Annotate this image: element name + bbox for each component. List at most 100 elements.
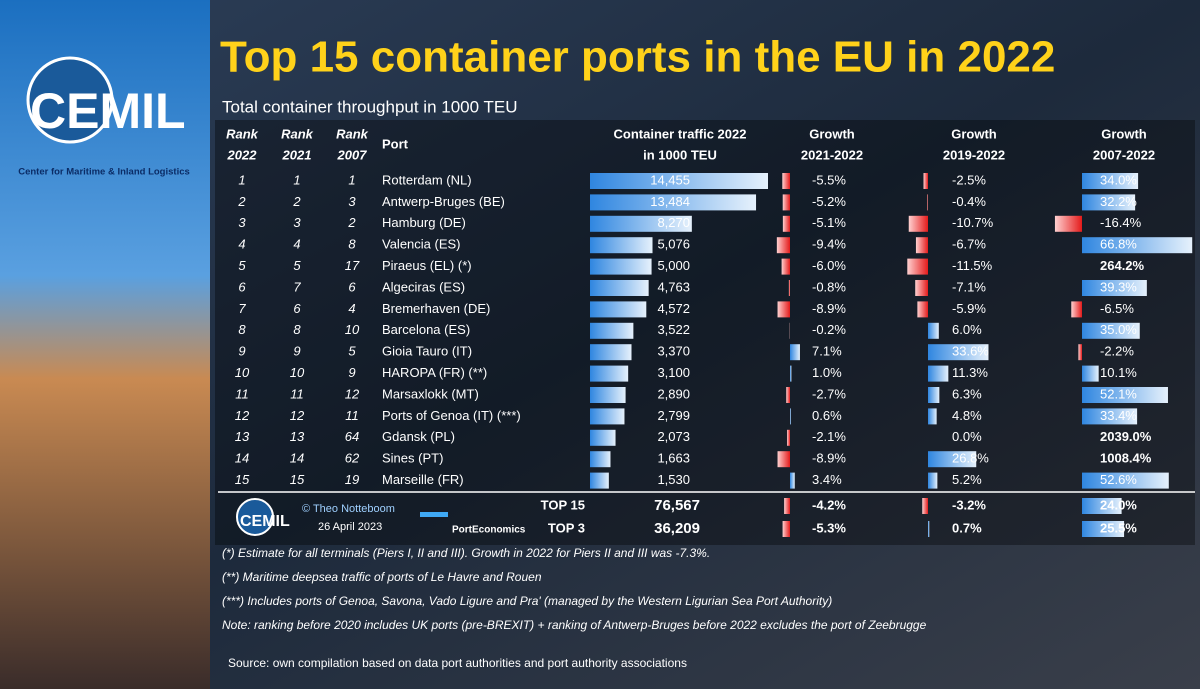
column-header: Growth: [951, 126, 997, 141]
rank: 4: [238, 237, 245, 252]
rank: 14: [290, 451, 304, 466]
total-traffic: 36,209: [654, 520, 700, 537]
negative-bar: [917, 301, 928, 317]
growth-value: 1.0%: [812, 365, 842, 380]
total-growth: -3.2%: [952, 497, 986, 512]
rank: 5: [293, 258, 301, 273]
rank: 5: [348, 344, 356, 359]
rank: 13: [235, 429, 250, 444]
growth-value: 4.8%: [952, 408, 982, 423]
traffic-bar: [590, 408, 624, 424]
total-growth: 24.0%: [1100, 497, 1137, 512]
growth-value: 7.1%: [812, 344, 842, 359]
negative-bar: [783, 216, 790, 232]
rank: 12: [345, 386, 360, 401]
logo-caption: Center for Maritime & Inland Logistics: [18, 167, 190, 178]
growth-value: 66.8%: [1100, 237, 1137, 252]
positive-bar: [790, 408, 791, 424]
negative-bar: [927, 194, 928, 210]
traffic-value: 4,763: [657, 279, 690, 294]
rank: 8: [348, 237, 356, 252]
traffic-value: 1,663: [657, 451, 690, 466]
growth-value: -10.7%: [952, 215, 994, 230]
negative-bar: [783, 521, 790, 537]
author: © Theo Notteboom: [302, 503, 395, 515]
date: 26 April 2023: [318, 521, 382, 533]
total-label: TOP 3: [548, 520, 585, 535]
rank: 1: [348, 172, 355, 187]
growth-value: 11.3%: [952, 365, 988, 380]
rank: 11: [290, 386, 304, 401]
brand-mark: [420, 512, 448, 517]
growth-value: 0.0%: [952, 429, 982, 444]
rank: 12: [290, 408, 305, 423]
positive-bar: [1082, 366, 1099, 382]
growth-value: -16.4%: [1100, 215, 1142, 230]
rank: 6: [293, 301, 301, 316]
growth-value: 6.0%: [952, 322, 982, 337]
rank: 3: [293, 215, 301, 230]
negative-bar: [783, 194, 790, 210]
growth-value: -8.9%: [812, 301, 846, 316]
positive-bar: [790, 344, 800, 360]
positive-bar: [928, 323, 939, 339]
traffic-bar: [590, 473, 609, 489]
growth-value: 1008.4%: [1100, 451, 1152, 466]
traffic-bar: [590, 323, 633, 339]
rank: 4: [348, 301, 355, 316]
logo: CEMIL: [30, 83, 186, 139]
traffic-value: 3,370: [657, 344, 690, 359]
growth-value: -2.2%: [1100, 344, 1134, 359]
total-growth: 0.7%: [952, 520, 982, 535]
growth-value: -6.7%: [952, 237, 986, 252]
total-growth: -5.3%: [812, 520, 846, 535]
footnote: (***) Includes ports of Genoa, Savona, V…: [222, 594, 832, 608]
column-header: Rank: [226, 126, 259, 141]
growth-value: -6.5%: [1100, 301, 1134, 316]
port-name: Valencia (ES): [382, 237, 461, 252]
port-name: Algeciras (ES): [382, 279, 465, 294]
traffic-bar: [590, 366, 628, 382]
traffic-value: 3,522: [657, 322, 690, 337]
port-name: Ports of Genoa (IT) (***): [382, 408, 521, 423]
rank: 10: [290, 365, 305, 380]
port-name: HAROPA (FR) (**): [382, 365, 487, 380]
column-header: Container traffic 2022: [614, 126, 747, 141]
traffic-bar: [590, 344, 631, 360]
rank: 7: [293, 279, 301, 294]
traffic-value: 1,530: [657, 472, 690, 487]
column-header: 2007-2022: [1093, 147, 1155, 162]
column-header: 2022: [227, 147, 258, 162]
rank: 11: [345, 408, 359, 423]
growth-value: 52.6%: [1100, 472, 1137, 487]
growth-value: 35.0%: [1100, 322, 1137, 337]
negative-bar: [915, 280, 928, 296]
negative-bar: [1071, 301, 1082, 317]
rank: 1: [238, 172, 245, 187]
positive-bar: [790, 473, 795, 489]
positive-bar: [928, 408, 937, 424]
negative-bar: [1078, 344, 1082, 360]
growth-value: -11.5%: [952, 258, 993, 273]
port-name: Sines (PT): [382, 451, 443, 466]
total-growth: -4.2%: [812, 497, 846, 512]
growth-value: 5.2%: [952, 472, 982, 487]
rank: 10: [345, 322, 360, 337]
rank: 15: [235, 472, 250, 487]
traffic-value: 3,100: [657, 365, 690, 380]
traffic-bar: [590, 387, 626, 403]
column-header: Growth: [1101, 126, 1147, 141]
growth-value: 264.2%: [1100, 258, 1145, 273]
rank: 9: [348, 365, 355, 380]
column-header: Port: [382, 136, 409, 151]
traffic-value: 14,455: [650, 172, 690, 187]
column-header: Rank: [336, 126, 369, 141]
negative-bar: [1055, 216, 1082, 232]
negative-bar: [916, 237, 928, 253]
port-name: Hamburg (DE): [382, 215, 466, 230]
negative-bar: [909, 216, 928, 232]
growth-value: -2.7%: [812, 386, 846, 401]
growth-value: -9.4%: [812, 237, 846, 252]
port-name: Bremerhaven (DE): [382, 301, 490, 316]
